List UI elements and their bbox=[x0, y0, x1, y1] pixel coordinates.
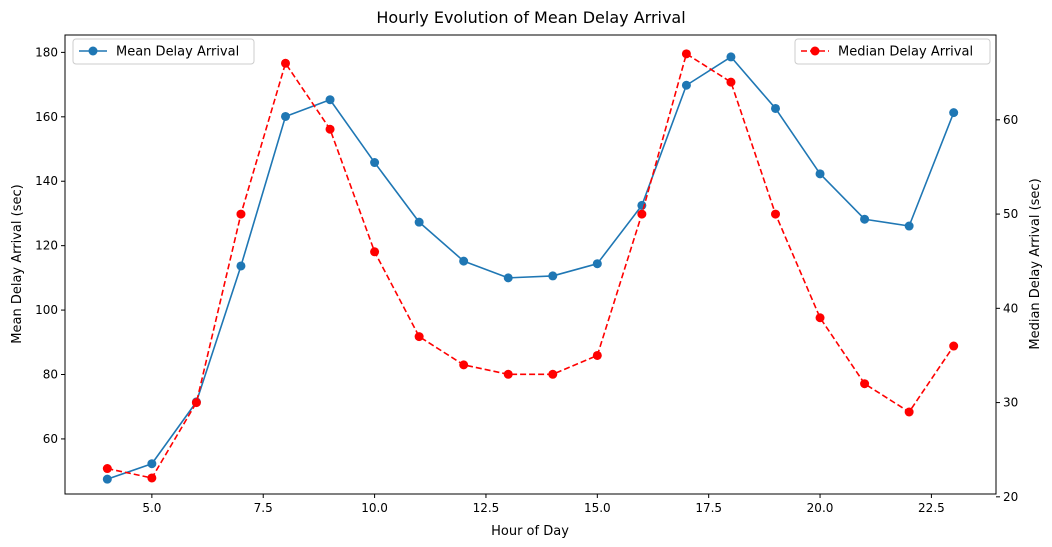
series-line-1 bbox=[107, 53, 955, 479]
y-left-tick-label-2: 100 bbox=[35, 303, 58, 317]
series-1-point-17 bbox=[860, 379, 870, 389]
legend-median-label: Median Delay Arrival bbox=[838, 45, 973, 60]
series-0-point-18 bbox=[904, 221, 914, 231]
series-0-point-0 bbox=[102, 474, 112, 484]
plot-frame bbox=[64, 34, 997, 495]
x-tick-label-7: 22.5 bbox=[918, 501, 945, 515]
series-1-point-0 bbox=[102, 464, 112, 474]
y-right-tick-label-0: 20 bbox=[1003, 490, 1018, 504]
x-tick-label-0: 5.0 bbox=[142, 501, 161, 515]
y-right-tick-label-1: 30 bbox=[1003, 396, 1018, 410]
series-0-point-4 bbox=[281, 111, 290, 121]
series-0-point-7 bbox=[414, 217, 424, 227]
y-left-tick-label-5: 160 bbox=[35, 110, 58, 124]
y-right-axis-label: Median Delay Arrival (sec) bbox=[1028, 178, 1043, 349]
legend-mean: Mean Delay Arrival bbox=[72, 38, 255, 65]
y-left-axis-ticks: 60 80 100 120 140 160 180 bbox=[35, 45, 65, 446]
y-left-tick-label-6: 180 bbox=[35, 45, 58, 59]
legend-mean-marker bbox=[88, 46, 98, 56]
series-1-point-1 bbox=[147, 473, 157, 483]
y-left-tick-label-3: 120 bbox=[35, 239, 58, 253]
x-tick-label-1: 7.5 bbox=[254, 501, 273, 515]
legend-mean-box bbox=[72, 38, 255, 65]
y-left-tick-label-4: 140 bbox=[35, 174, 58, 188]
series-1-point-2 bbox=[191, 398, 201, 408]
series-0-point-15 bbox=[771, 103, 780, 113]
y-right-axis-ticks: 20 30 40 50 60 bbox=[996, 113, 1018, 504]
series-1-point-5 bbox=[325, 124, 335, 134]
series-1-point-16 bbox=[815, 313, 825, 323]
y-right-tick-label-2: 40 bbox=[1003, 301, 1018, 315]
series-line-0 bbox=[107, 56, 955, 480]
series-0-point-14 bbox=[726, 52, 736, 62]
series-1-point-14 bbox=[726, 77, 736, 87]
legend-median-box bbox=[794, 38, 991, 65]
series-0-point-5 bbox=[325, 95, 335, 105]
series-1-point-8 bbox=[459, 360, 469, 370]
y-left-axis-label: Mean Delay Arrival (sec) bbox=[10, 184, 25, 343]
series-0-point-3 bbox=[236, 261, 246, 271]
series-0-point-16 bbox=[815, 169, 825, 179]
plot-marks bbox=[102, 49, 959, 484]
series-1-point-10 bbox=[548, 369, 558, 379]
y-left-tick-label-0: 60 bbox=[43, 432, 58, 446]
x-axis-label: Hour of Day bbox=[491, 524, 569, 539]
x-axis-ticks: 5.0 7.5 10.0 12.5 15.0 17.5 20.0 22.5 bbox=[142, 494, 945, 515]
series-1-point-4 bbox=[281, 58, 290, 68]
x-tick-label-6: 20.0 bbox=[807, 501, 834, 515]
y-right-tick-label-3: 50 bbox=[1003, 207, 1018, 221]
series-0-point-8 bbox=[459, 256, 469, 266]
series-1-point-12 bbox=[637, 209, 647, 219]
legend-median-marker bbox=[810, 46, 820, 56]
series-1-point-15 bbox=[771, 209, 780, 219]
series-0-point-9 bbox=[503, 273, 513, 283]
series-0-point-19 bbox=[949, 108, 959, 118]
series-0-point-1 bbox=[147, 459, 157, 469]
series-1-point-6 bbox=[370, 247, 380, 257]
legend-mean-label: Mean Delay Arrival bbox=[116, 45, 239, 60]
series-0-point-13 bbox=[681, 80, 691, 90]
series-1-point-9 bbox=[503, 369, 513, 379]
series-1-point-7 bbox=[414, 332, 424, 342]
chart-title: Hourly Evolution of Mean Delay Arrival bbox=[376, 8, 685, 27]
series-1-point-11 bbox=[592, 350, 602, 360]
series-0-point-17 bbox=[860, 214, 870, 224]
x-tick-label-2: 10.0 bbox=[361, 501, 388, 515]
y-left-tick-label-1: 80 bbox=[43, 367, 58, 381]
series-1-point-19 bbox=[949, 341, 959, 351]
x-tick-label-5: 17.5 bbox=[695, 501, 722, 515]
series-1-point-18 bbox=[904, 407, 914, 417]
legend-median: Median Delay Arrival bbox=[794, 38, 991, 65]
y-right-tick-label-4: 60 bbox=[1003, 113, 1018, 127]
series-1-point-3 bbox=[236, 209, 246, 219]
x-tick-label-3: 12.5 bbox=[473, 501, 500, 515]
x-tick-label-4: 15.0 bbox=[584, 501, 611, 515]
series-1-point-13 bbox=[681, 49, 691, 59]
series-0-point-6 bbox=[370, 158, 380, 168]
series-0-point-11 bbox=[592, 259, 602, 269]
series-0-point-10 bbox=[548, 271, 558, 281]
